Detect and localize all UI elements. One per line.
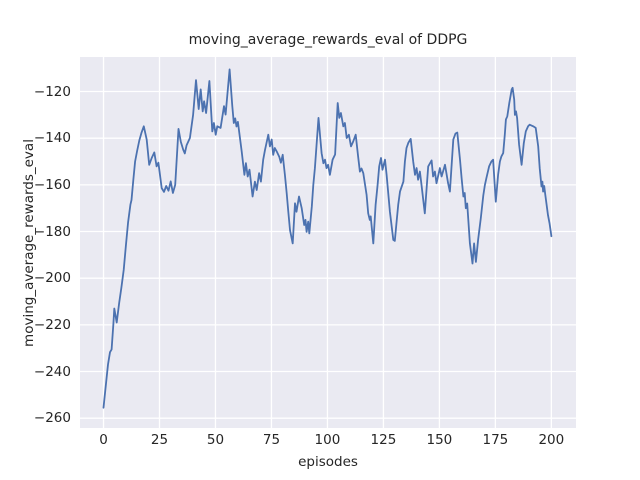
data-line (102, 68, 553, 409)
y-tick-label: −180 (33, 223, 71, 240)
y-tick-label: −220 (33, 316, 71, 333)
y-tick-label: −140 (33, 130, 71, 147)
x-tick-label: 150 (426, 432, 453, 448)
x-tick-label: 0 (99, 432, 108, 448)
y-tick-label: −120 (33, 83, 71, 100)
x-tick-label: 175 (482, 432, 509, 448)
x-tick-label: 75 (262, 432, 281, 448)
x-tick-label: 200 (538, 432, 565, 448)
x-tick-label: 125 (370, 432, 397, 448)
x-tick-label: 50 (206, 432, 225, 448)
x-axis-label: episodes (298, 454, 358, 470)
y-tick-label: −260 (33, 410, 71, 427)
x-tick-label: 25 (150, 432, 169, 448)
y-tick-label: −240 (33, 363, 71, 380)
chart-title: moving_average_rewards_eval of DDPG (188, 32, 468, 48)
y-tick-label: −160 (33, 176, 71, 193)
y-tick-label: −200 (33, 270, 71, 287)
x-tick-label: 100 (314, 432, 341, 448)
